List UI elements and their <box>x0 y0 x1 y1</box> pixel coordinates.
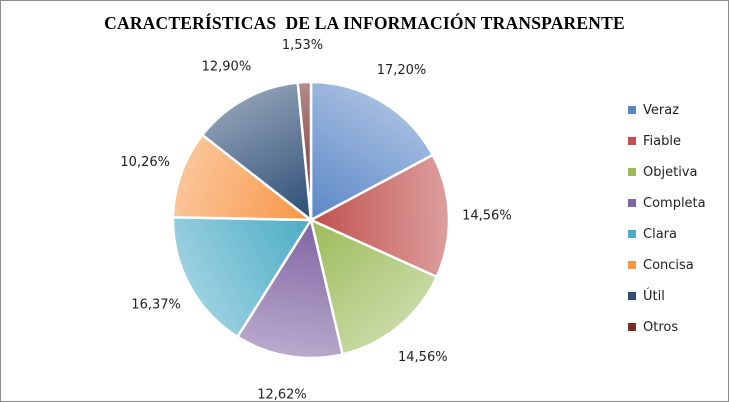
legend-label: Objetiva <box>643 164 698 180</box>
legend-item-clara: Clara <box>628 224 677 244</box>
legend-label: Fiable <box>643 133 681 149</box>
data-label-fiable: 14,56% <box>462 208 512 223</box>
data-label-completa: 12,62% <box>257 388 307 402</box>
data-label-veraz: 17,20% <box>377 63 427 78</box>
legend-item-concisa: Concisa <box>628 255 694 275</box>
legend-item-otros: Otros <box>628 317 678 337</box>
data-label-clara: 16,37% <box>131 298 181 313</box>
legend-label: Otros <box>643 319 679 335</box>
legend-swatch <box>628 230 636 238</box>
pie-slice-fiable <box>309 153 451 279</box>
legend-label: Completa <box>643 195 706 211</box>
chart-title: CARACTERÍSTICAS DE LA INFORMACIÓN TRANSP… <box>104 13 625 33</box>
legend-item-veraz: Veraz <box>628 100 679 120</box>
data-label-concisa: 10,26% <box>120 155 170 170</box>
legend-swatch <box>628 137 636 145</box>
legend-swatch <box>628 168 636 176</box>
pie-slice-concisa <box>171 133 313 222</box>
legend-label: Veraz <box>643 102 680 118</box>
pie-slice-completa <box>236 218 344 360</box>
pie-slice-veraz <box>309 80 435 222</box>
data-label-útil: 12,90% <box>202 60 252 75</box>
legend-label: Útil <box>643 288 665 304</box>
legend-item-completa: Completa <box>628 193 706 213</box>
legend-swatch <box>628 323 636 331</box>
legend-swatch <box>628 261 636 269</box>
data-label-otros: 1,53% <box>282 38 323 53</box>
legend-item-fiable: Fiable <box>628 131 681 151</box>
data-label-objetiva: 14,56% <box>398 350 448 365</box>
legend-label: Concisa <box>643 257 694 273</box>
legend-label: Clara <box>643 226 677 242</box>
pie-slice-útil <box>201 81 313 222</box>
legend-item-útil: Útil <box>628 286 665 306</box>
pie-slice-clara <box>171 216 313 339</box>
legend-swatch <box>628 106 636 114</box>
legend-item-objetiva: Objetiva <box>628 162 697 182</box>
pie-slice-otros <box>296 80 313 222</box>
pie-slice-objetiva <box>309 218 438 356</box>
legend-swatch <box>628 199 636 207</box>
legend-swatch <box>628 292 636 300</box>
